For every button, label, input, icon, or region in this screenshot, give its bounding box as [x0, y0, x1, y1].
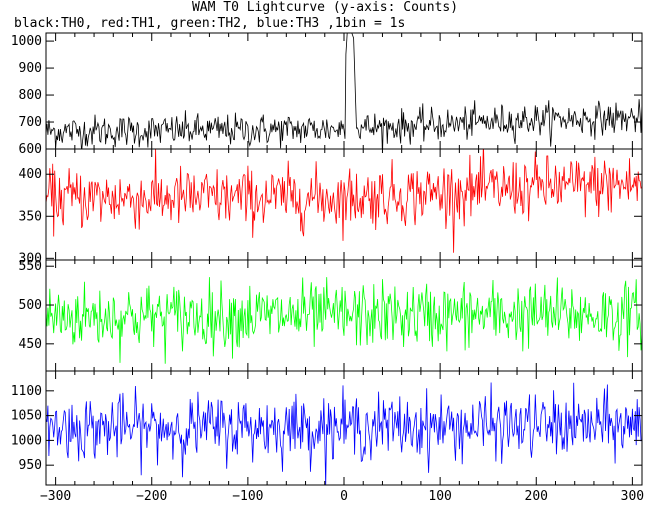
y-tick-label: 600	[19, 142, 42, 157]
x-tick-label: 100	[428, 489, 451, 504]
x-tick-label: −300	[40, 489, 71, 504]
y-tick-label: 300	[19, 251, 42, 266]
x-tick-label: −200	[136, 489, 167, 504]
y-tick-label: 500	[19, 298, 42, 313]
y-tick-label: 900	[19, 61, 42, 76]
y-tick-label: 400	[19, 167, 42, 182]
y-tick-label: 800	[19, 88, 42, 103]
x-tick-label: 300	[621, 489, 644, 504]
series-line-th0	[46, 33, 642, 149]
y-tick-label: 700	[19, 115, 42, 130]
x-tick-label: 0	[340, 489, 348, 504]
x-tick-label: −100	[232, 489, 263, 504]
chart-title: WAM T0 Lightcurve (y-axis: Counts)	[191, 0, 459, 15]
x-tick-label: 200	[525, 489, 548, 504]
y-tick-label: 1100	[11, 384, 42, 399]
y-tick-label: 950	[19, 458, 42, 473]
y-tick-label: 1050	[11, 409, 42, 424]
y-tick-label: 1000	[11, 34, 42, 49]
series-line-th1	[46, 149, 642, 253]
y-tick-label: 550	[19, 259, 42, 274]
y-tick-label: 350	[19, 209, 42, 224]
chart-subtitle: black:TH0, red:TH1, green:TH2, blue:TH3 …	[14, 16, 406, 31]
y-tick-label: 450	[19, 337, 42, 352]
series-line-th2	[46, 277, 642, 364]
series-line-th3	[46, 382, 642, 485]
y-tick-label: 1000	[11, 433, 42, 448]
